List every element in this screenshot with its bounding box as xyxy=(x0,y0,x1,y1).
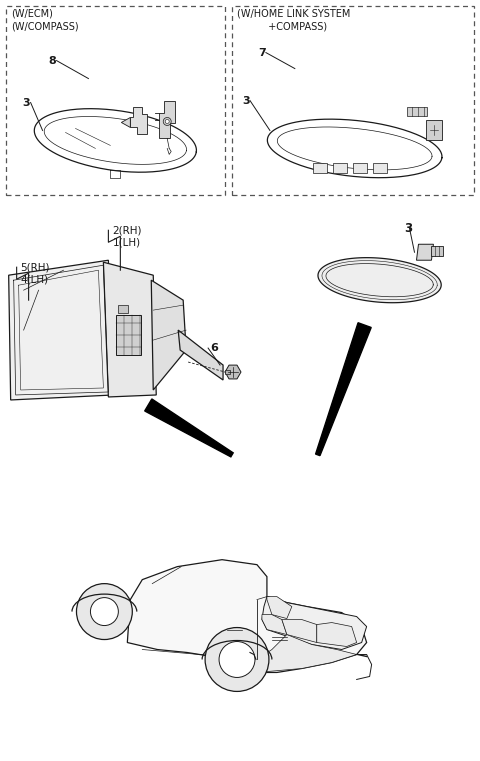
Circle shape xyxy=(165,119,169,123)
Polygon shape xyxy=(225,365,241,379)
Polygon shape xyxy=(282,619,317,642)
Polygon shape xyxy=(257,635,357,673)
Bar xyxy=(6,5,225,196)
Text: 4(LH): 4(LH) xyxy=(21,274,49,284)
Polygon shape xyxy=(151,280,186,390)
Polygon shape xyxy=(127,559,367,673)
Polygon shape xyxy=(130,107,147,135)
Polygon shape xyxy=(9,260,113,400)
Text: 3: 3 xyxy=(23,97,30,107)
Polygon shape xyxy=(159,100,175,139)
Circle shape xyxy=(90,597,119,626)
Circle shape xyxy=(219,642,255,677)
Text: (W/HOME LINK SYSTEM
          +COMPASS): (W/HOME LINK SYSTEM +COMPASS) xyxy=(237,8,350,31)
Text: 5(RH): 5(RH) xyxy=(21,263,50,272)
Polygon shape xyxy=(262,615,287,635)
Polygon shape xyxy=(225,370,230,374)
Polygon shape xyxy=(315,323,371,456)
Polygon shape xyxy=(121,117,130,127)
Polygon shape xyxy=(426,120,443,141)
Polygon shape xyxy=(262,597,367,649)
Text: 8: 8 xyxy=(48,56,56,65)
Bar xyxy=(372,164,386,174)
Polygon shape xyxy=(318,258,441,303)
Circle shape xyxy=(163,117,171,126)
Polygon shape xyxy=(178,330,223,380)
Text: 2(RH): 2(RH) xyxy=(112,225,142,235)
Circle shape xyxy=(205,628,269,692)
Polygon shape xyxy=(317,622,357,647)
Polygon shape xyxy=(407,107,428,116)
Polygon shape xyxy=(116,315,141,355)
Polygon shape xyxy=(103,263,156,397)
Polygon shape xyxy=(119,305,128,313)
Text: 3: 3 xyxy=(242,96,250,106)
Text: 7: 7 xyxy=(258,48,266,58)
Polygon shape xyxy=(432,247,444,256)
Bar xyxy=(313,164,327,174)
Polygon shape xyxy=(144,399,233,457)
Text: 1(LH): 1(LH) xyxy=(112,237,141,247)
Text: 6: 6 xyxy=(210,343,218,353)
Bar xyxy=(333,164,347,174)
Bar xyxy=(232,5,474,196)
Circle shape xyxy=(76,584,132,639)
Polygon shape xyxy=(267,597,292,619)
Bar xyxy=(353,164,367,174)
Text: (W/ECM)
(W/COMPASS): (W/ECM) (W/COMPASS) xyxy=(11,8,78,31)
Text: 3: 3 xyxy=(405,221,413,235)
Polygon shape xyxy=(417,244,433,260)
